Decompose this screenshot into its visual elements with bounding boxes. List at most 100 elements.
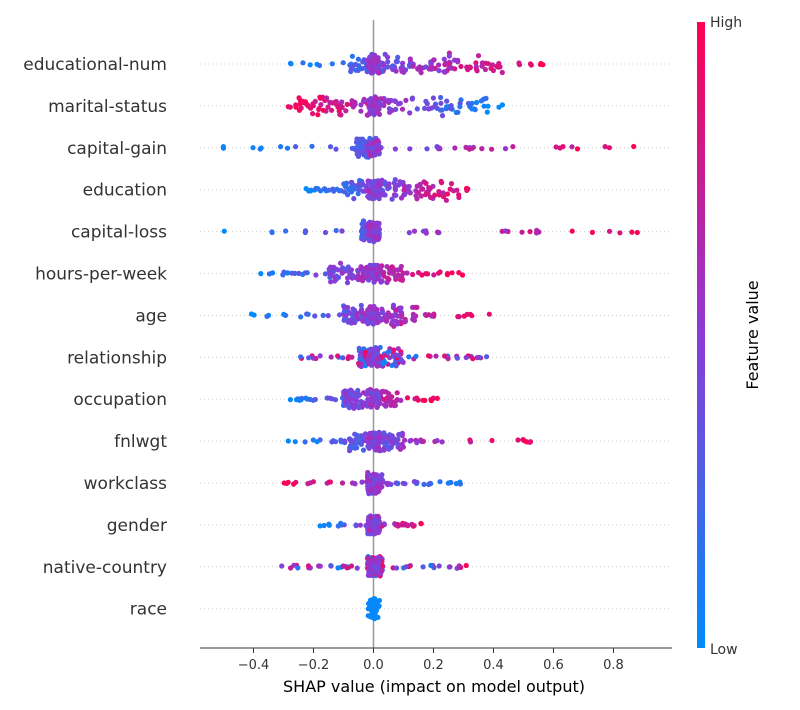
shap-point [431, 311, 437, 317]
shap-point [415, 270, 422, 276]
shap-point [385, 64, 391, 70]
shap-point [456, 563, 462, 569]
shap-point [398, 180, 404, 186]
shap-point [365, 439, 371, 445]
shap-point [436, 62, 442, 68]
x-tick-label: −0.4 [238, 658, 270, 673]
shap-point [449, 270, 455, 276]
shap-point [335, 267, 341, 273]
shap-point [353, 522, 359, 528]
shap-point [454, 355, 460, 361]
shap-point [374, 351, 380, 357]
shap-point [375, 559, 381, 566]
shap-point [411, 228, 418, 234]
x-tick-label: 0.4 [483, 658, 504, 673]
shap-point [384, 264, 390, 270]
shap-point [404, 184, 410, 190]
shap-point [401, 69, 407, 75]
shap-point [367, 478, 373, 484]
shap-point [297, 101, 303, 107]
shap-point [399, 441, 405, 447]
shap-point [295, 565, 301, 571]
shap-point [401, 187, 407, 193]
shap-point [340, 60, 346, 66]
shap-point [315, 112, 321, 118]
shap-point [391, 347, 397, 353]
shap-point [444, 104, 450, 110]
shap-point [536, 229, 542, 235]
points-layer [220, 50, 640, 622]
shap-point [452, 145, 458, 151]
shap-point [340, 355, 346, 361]
shap-point [370, 57, 376, 63]
shap-point [347, 448, 353, 454]
shap-point [394, 565, 400, 571]
shap-point [248, 311, 255, 317]
shap-point [345, 402, 351, 408]
shap-point [387, 355, 393, 361]
x-axis: −0.4 −0.2 0.0 0.2 0.4 0.6 0.8 [200, 647, 672, 673]
shap-point [376, 101, 382, 107]
shap-point [327, 144, 334, 150]
feature-label: marital-status [48, 97, 167, 117]
shap-point [437, 479, 443, 485]
shap-point [527, 439, 533, 445]
shap-point [400, 270, 406, 276]
feature-label: capital-loss [71, 223, 167, 243]
shap-point [412, 304, 418, 310]
shap-point [452, 57, 458, 63]
shap-point [440, 190, 446, 196]
shap-point [398, 305, 404, 311]
shap-point [398, 263, 404, 270]
shap-point [394, 59, 400, 65]
shap-point [307, 62, 313, 68]
shap-point [589, 229, 596, 235]
shap-point [434, 229, 441, 235]
shap-point [527, 229, 533, 235]
shap-point [367, 222, 373, 228]
shap-point [411, 317, 418, 323]
shap-point [339, 480, 346, 486]
shap-point [360, 447, 367, 453]
shap-point [438, 100, 444, 106]
shap-point [414, 440, 420, 446]
shap-point [439, 113, 446, 119]
shap-point [452, 66, 458, 72]
shap-point [279, 563, 285, 569]
shap-point [340, 563, 346, 569]
shap-point [361, 57, 367, 63]
shap-point [383, 389, 389, 395]
shap-point [366, 188, 372, 194]
shap-point [367, 347, 374, 353]
shap-point [369, 275, 375, 281]
shap-point [483, 95, 489, 101]
shap-point [407, 146, 413, 152]
shap-point [370, 180, 376, 186]
shap-point [356, 405, 362, 411]
shap-point [358, 314, 364, 320]
shap-point [307, 396, 313, 402]
shap-point [444, 272, 450, 278]
shap-point [410, 63, 416, 69]
shap-point [376, 190, 382, 197]
shap-point [360, 318, 366, 324]
shap-point [310, 437, 316, 443]
shap-point [398, 310, 405, 316]
shap-point [333, 146, 339, 152]
shap-point [438, 94, 444, 101]
shap-point [432, 65, 438, 71]
shap-point [337, 260, 344, 266]
shap-point [309, 143, 315, 149]
shap-point [344, 101, 350, 107]
shap-point [341, 308, 348, 314]
shap-point [397, 100, 403, 106]
shap-point [366, 569, 372, 576]
shap-point [379, 478, 385, 484]
shap-point [450, 188, 457, 194]
shap-point [447, 564, 453, 570]
shap-point [355, 273, 361, 279]
shap-point [333, 227, 339, 234]
shap-point [456, 192, 462, 198]
shap-point [393, 98, 399, 105]
shap-point [317, 523, 323, 529]
